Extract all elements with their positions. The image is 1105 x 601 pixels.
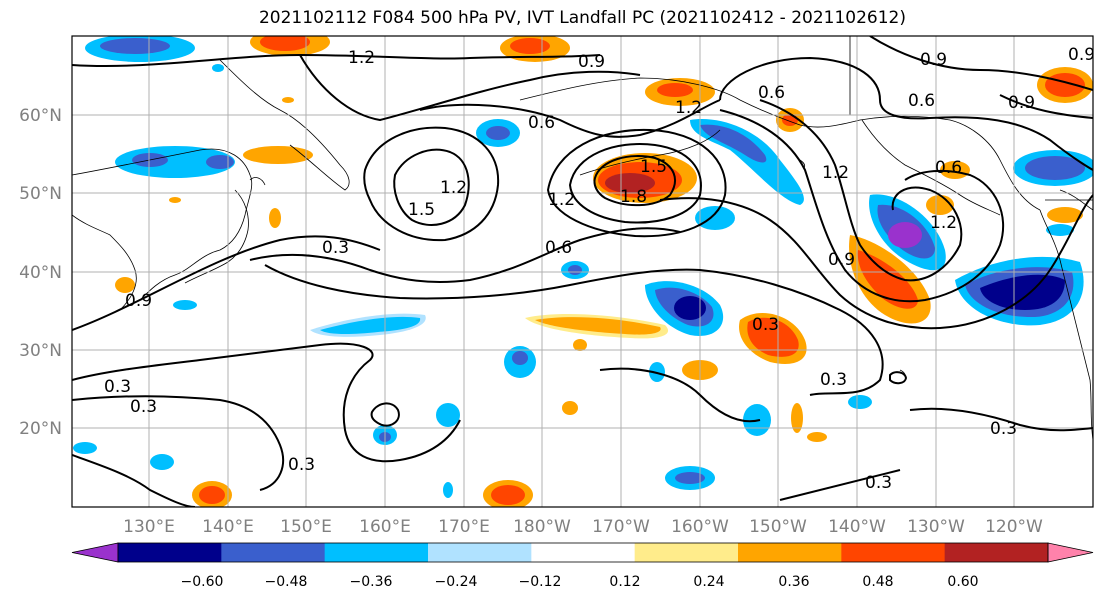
map-border — [71, 35, 1094, 508]
colorbar-segment — [428, 543, 532, 562]
colorbar-segment — [118, 543, 222, 562]
colorbar-extend-min — [71, 542, 119, 563]
lon-label: 180°W — [513, 517, 571, 537]
contour-label: 0.9 — [125, 291, 152, 311]
contour-label: 0.3 — [820, 370, 847, 390]
colorbar-tick-label: 0.36 — [778, 574, 809, 590]
contour-label: 0.9 — [828, 250, 855, 270]
contour-label: 0.3 — [322, 238, 349, 258]
lon-label: 150°E — [280, 517, 332, 537]
colorbar-tick-label: −0.60 — [181, 574, 224, 590]
map-title: 2021102112 F084 500 hPa PV, IVT Landfall… — [258, 8, 906, 28]
contour-labels: 1.2 0.9 0.9 0.9 0.6 0.6 0.6 0.6 0.9 1.2 … — [104, 45, 1095, 493]
latitude-labels: 20°N 30°N 40°N 50°N 60°N — [19, 106, 62, 439]
contour-label: 0.9 — [1068, 45, 1095, 65]
pv-contours — [72, 36, 1093, 507]
contour-label: 1.2 — [675, 98, 702, 118]
lat-label: 60°N — [19, 106, 62, 126]
contour-label: 1.2 — [348, 48, 375, 68]
colorbar-tick-label: 0.24 — [693, 574, 724, 590]
lon-label: 140°W — [828, 517, 886, 537]
colorbar-tick-label: 0.48 — [862, 574, 893, 590]
contour-label: 1.2 — [440, 178, 467, 198]
lon-label: 120°W — [985, 517, 1043, 537]
contour-label: 0.9 — [1008, 93, 1035, 113]
colorbar-tick-label: 0.60 — [947, 574, 978, 590]
contour-label: 1.5 — [408, 200, 435, 220]
contour-label: 0.6 — [545, 238, 572, 258]
contour-label: 0.3 — [865, 473, 892, 493]
lon-label: 130°E — [123, 517, 175, 537]
lon-label: 170°E — [438, 517, 490, 537]
colorbar-segment — [944, 543, 1049, 562]
lat-label: 20°N — [19, 419, 62, 439]
contour-label: 0.6 — [528, 113, 555, 133]
contour-label: 0.9 — [920, 50, 947, 70]
colorbar-segment — [634, 543, 739, 562]
colorbar-tick-label: −0.48 — [265, 574, 308, 590]
contour-label: 1.2 — [822, 163, 849, 183]
contour-label: 0.6 — [908, 91, 935, 111]
colorbar-tick-label: −0.36 — [350, 574, 393, 590]
contour-label: 0.3 — [752, 315, 779, 335]
lon-label: 160°W — [671, 517, 729, 537]
colorbar-segment — [221, 543, 326, 562]
lon-label: 140°E — [202, 517, 254, 537]
anomaly-shading — [73, 36, 1093, 507]
longitude-labels: 130°E 140°E 150°E 160°E 170°E 180°W 170°… — [123, 517, 1043, 537]
colorbar-border — [117, 542, 1049, 563]
contour-label: 1.2 — [548, 190, 575, 210]
lat-label: 40°N — [19, 263, 62, 283]
contour-label: 0.3 — [288, 455, 315, 475]
colorbar-tick-label: −0.24 — [435, 574, 478, 590]
contour-label: 0.3 — [104, 377, 131, 397]
lon-label: 160°E — [359, 517, 411, 537]
colorbar-tick-labels: −0.60 −0.48 −0.36 −0.24 −0.12 0.12 0.24 … — [181, 574, 979, 590]
lat-label: 50°N — [19, 184, 62, 204]
contour-label: 0.9 — [578, 52, 605, 72]
colorbar-segment — [738, 543, 842, 562]
colorbar-segment — [841, 543, 946, 562]
lat-label: 30°N — [19, 341, 62, 361]
colorbar-extend-max — [1047, 542, 1094, 563]
lon-label: 130°W — [907, 517, 965, 537]
colorbar-segment — [531, 543, 636, 562]
lon-label: 150°W — [749, 517, 807, 537]
contour-label: 0.6 — [935, 158, 962, 178]
contour-label: 0.3 — [130, 397, 157, 417]
colorbar — [71, 542, 1094, 563]
contour-label: 0.6 — [758, 83, 785, 103]
contour-label: 1.2 — [930, 213, 957, 233]
contour-label: 1.8 — [620, 187, 647, 207]
colorbar-tick-label: 0.12 — [609, 574, 640, 590]
gridlines — [72, 36, 1093, 507]
lon-label: 170°W — [592, 517, 650, 537]
colorbar-tick-label: −0.12 — [519, 574, 562, 590]
contour-label: 0.3 — [990, 419, 1017, 439]
colorbar-segment — [324, 543, 429, 562]
contour-label: 1.5 — [640, 157, 667, 177]
